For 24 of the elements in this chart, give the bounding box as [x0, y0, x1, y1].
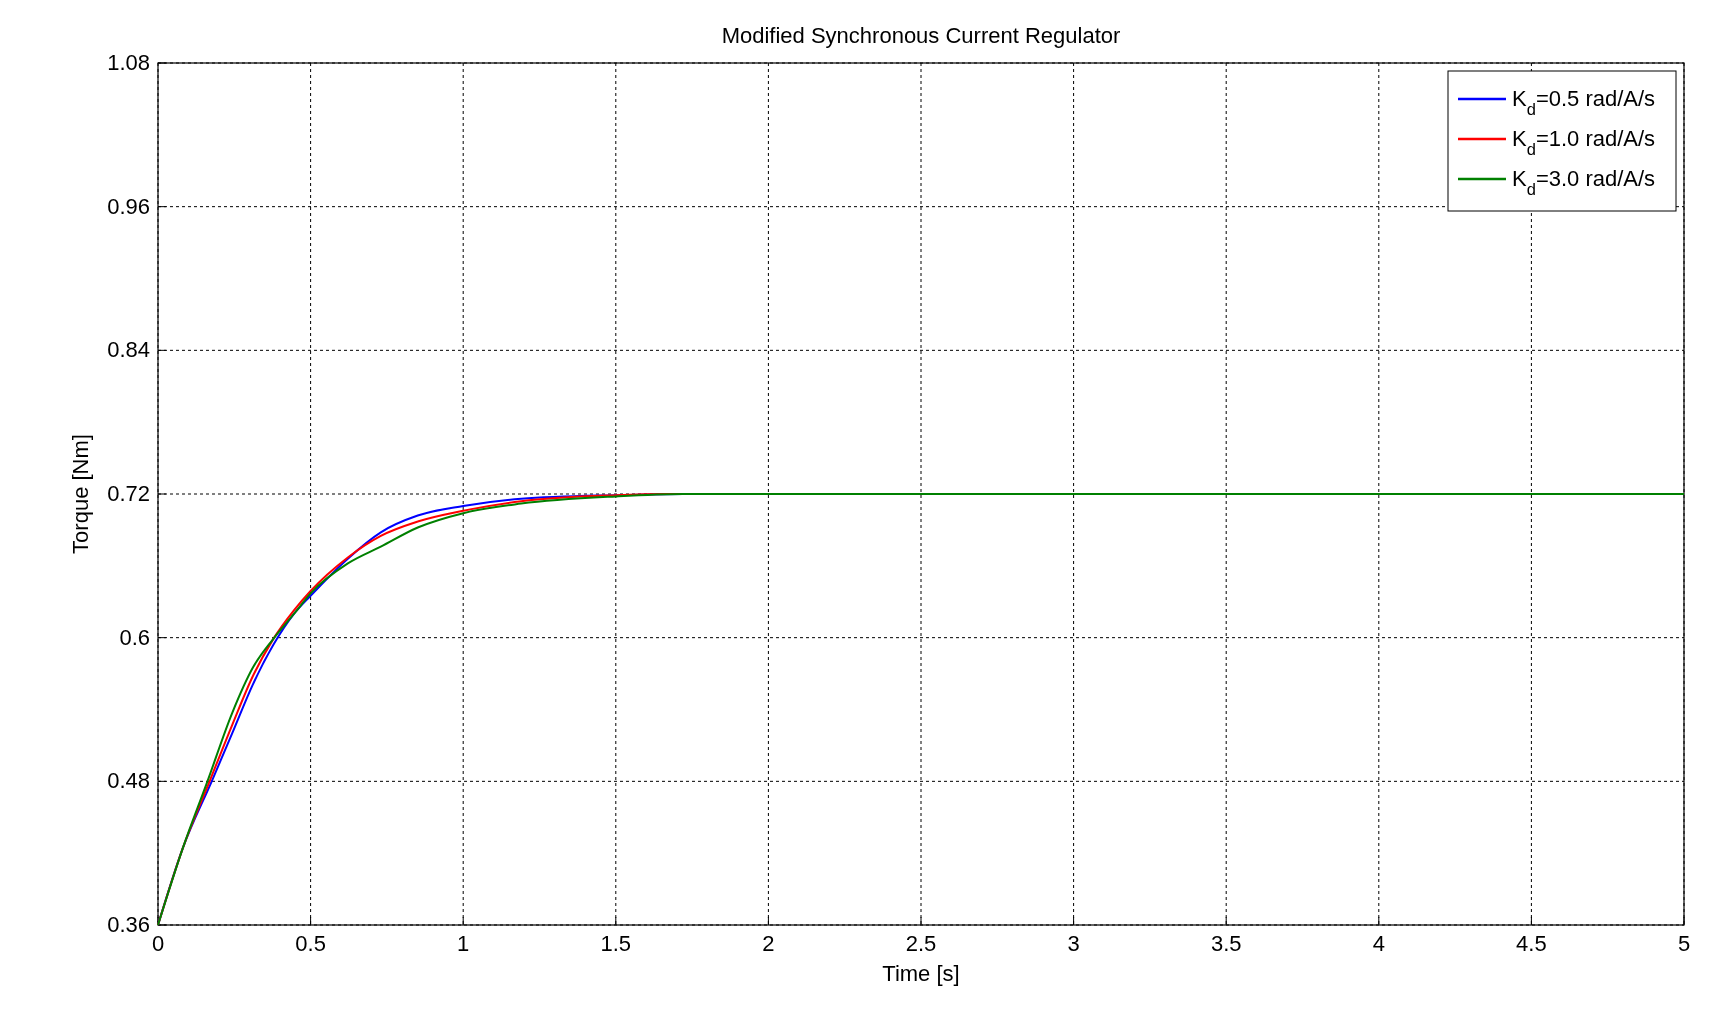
x-tick-label: 2.5 — [905, 931, 937, 956]
x-tick-label: 3.5 — [1210, 931, 1242, 956]
y-tick-label: 0.96 — [107, 193, 150, 219]
y-tick-label: 0.84 — [107, 337, 150, 363]
x-axis-title: Time [s] — [882, 961, 960, 986]
x-tick-label: 1 — [457, 931, 470, 956]
x-tick-label: 4 — [1372, 931, 1385, 956]
chart-title: Modified Synchronous Current Regulator — [721, 23, 1121, 48]
x-tick-label: 2 — [762, 931, 775, 956]
x-tick-label: 0.5 — [295, 931, 326, 956]
x-tick-label: 0 — [151, 931, 165, 956]
y-axis-title: Torque [Nm] — [68, 434, 93, 554]
y-tick-label: 0.48 — [107, 768, 150, 794]
y-tick-label: 0.72 — [107, 481, 150, 506]
x-tick-label: 3 — [1067, 931, 1080, 956]
x-tick-label: 5 — [1677, 931, 1691, 956]
y-tick-label: 0.36 — [107, 912, 150, 937]
x-tick-label: 4.5 — [1516, 931, 1547, 956]
legend-label: K$_{d}$=1.0 rad/A/s — [1512, 126, 1656, 158]
y-tick-label: 0.6 — [119, 624, 150, 650]
y-tick-label: 1.08 — [107, 50, 150, 75]
legend-label: K$_{d}$=0.5 rad/A/s — [1512, 86, 1656, 118]
x-tick-label: 1.5 — [600, 931, 632, 956]
legend-label: K$_{d}$=3.0 rad/A/s — [1512, 166, 1656, 198]
